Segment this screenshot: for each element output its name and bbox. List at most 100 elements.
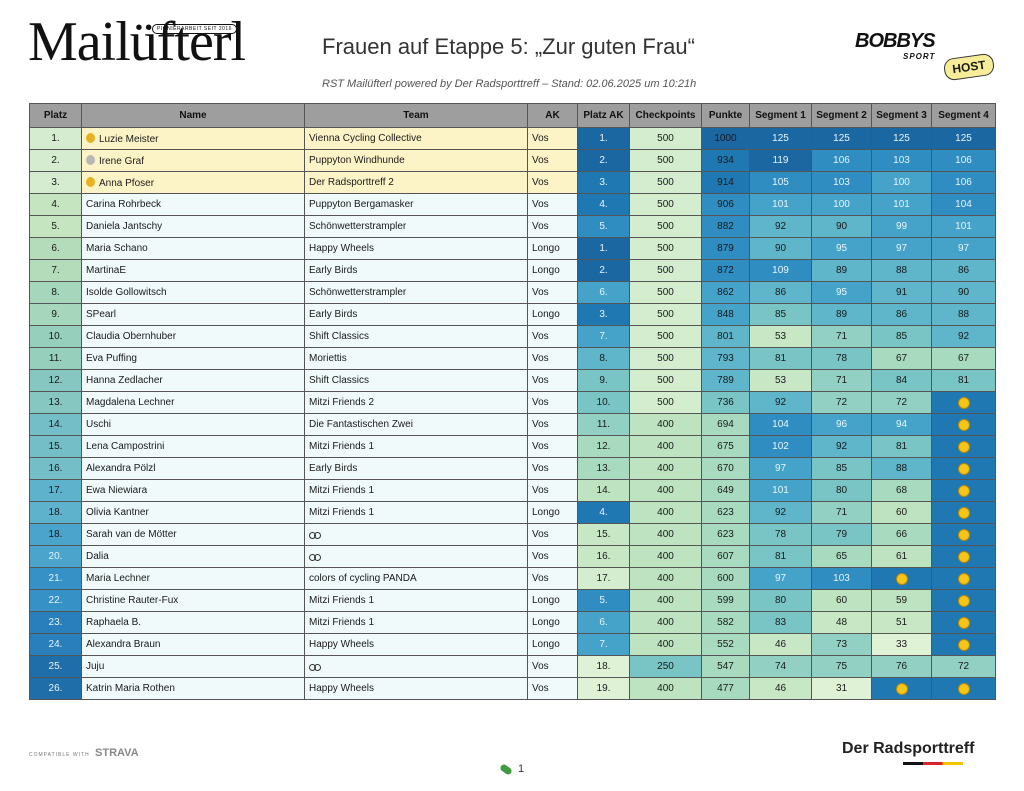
segment-value: 72 [895,397,908,408]
cell-checkpoints: 500 [629,259,702,282]
cell-platz: 20. [29,545,82,568]
team-value: Mitzi Friends 2 [309,397,375,408]
rider-name: Ewa Niewiara [86,485,148,496]
cell-punkte: 789 [701,369,750,392]
cell-checkpoints: 500 [629,149,702,172]
cell-platz: 16. [29,457,82,480]
cell-name: Olivia Kantner [81,501,305,524]
segment-value: 90 [835,221,848,232]
table-row: 8. Isolde Gollowitsch Schönwetterstrampler… [29,281,996,304]
punkte-value: 600 [717,573,734,584]
punkte-value: 582 [717,617,734,628]
segment-value: 106 [833,155,850,166]
cell-platz: 10. [29,325,82,348]
checkpoints-value: 500 [657,397,674,408]
cell-segment-2: 89 [811,303,872,326]
cell-segment-3: 85 [871,325,932,348]
platz-value: 14. [48,419,63,430]
cell-platz-ak: 13. [577,457,630,480]
cell-punkte: 793 [701,347,750,370]
punkte-value: 848 [717,309,734,320]
page-number: 1 [518,763,525,775]
team-value: Happy Wheels [309,639,375,650]
cell-segment-1: 83 [749,611,812,634]
segment-value: 125 [955,133,972,144]
checkpoints-value: 400 [657,419,674,430]
team-value: Puppyton Bergamasker [309,199,414,210]
platz-value: 1. [51,133,60,144]
col-header-ak: AK [527,103,578,128]
cell-segment-1: 109 [749,259,812,282]
ak-value: Vos [532,551,549,562]
cell-platz: 6. [29,237,82,260]
cell-platz: 12. [29,369,82,392]
cell-ak: Vos [527,325,578,348]
ak-value: Longo [532,507,560,518]
cell-ak: Vos [527,215,578,238]
rider-name: Magdalena Lechner [86,397,175,408]
logo-wordmark: Mailüfterl [28,11,246,73]
rider-name: MartinaE [86,265,127,276]
team-value: Der Radsporttreff 2 [309,177,394,188]
segment-value: 106 [955,177,972,188]
segment-value: 76 [895,661,908,672]
rider-name: Eva Puffing [86,353,137,364]
cell-platz-ak: 15. [577,523,630,546]
ak-value: Vos [532,573,549,584]
cell-platz: 21. [29,567,82,590]
cell-checkpoints: 500 [629,237,702,260]
cell-punkte: 552 [701,633,750,656]
cell-segment-3 [871,567,932,590]
ak-value: Vos [532,221,549,232]
cell-ak: Vos [527,193,578,216]
cell-segment-3: 76 [871,655,932,678]
cell-platz: 25. [29,655,82,678]
cell-segment-3: 97 [871,237,932,260]
cell-segment-4 [931,523,996,546]
ak-value: Longo [532,617,560,628]
cell-segment-4 [931,391,996,414]
smiley-icon [957,550,970,563]
cell-segment-2: 89 [811,259,872,282]
segment-value: 86 [957,265,970,276]
ak-value: Vos [532,353,549,364]
segment-value: 91 [895,287,908,298]
cell-name: Irene Graf [81,149,305,172]
segment-value: 60 [895,507,908,518]
cell-segment-4 [931,611,996,634]
punkte-value: 623 [717,529,734,540]
segment-value: 72 [835,397,848,408]
cell-segment-3: 88 [871,259,932,282]
cell-checkpoints: 500 [629,127,702,150]
table-row: 22. Christine Rauter-Fux Mitzi Friends 1 Lo… [29,589,996,612]
segment-value: 80 [835,485,848,496]
cell-segment-2: 60 [811,589,872,612]
ak-value: Vos [532,419,549,430]
ak-value: Vos [532,375,549,386]
cell-team: Schönwetterstrampler [304,215,528,238]
platz-value: 18. [48,507,63,518]
cell-platz-ak: 18. [577,655,630,678]
cell-team: Happy Wheels [304,237,528,260]
cell-segment-4: 104 [931,193,996,216]
segment-value: 53 [774,375,787,386]
platz-ak-value: 7. [599,331,608,342]
team-value: Shift Classics [309,331,370,342]
rider-name: Juju [86,661,105,672]
segment-value: 106 [955,155,972,166]
checkpoints-value: 500 [657,199,674,210]
segment-value: 51 [895,617,908,628]
segment-value: 86 [895,309,908,320]
cell-team: colors of cycling PANDA [304,567,528,590]
checkpoints-value: 500 [657,331,674,342]
cell-name: Uschi [81,413,305,436]
checkpoints-value: 400 [657,507,674,518]
table-row: 9. SPearl Early Birds Longo 3. 500 848 85 89 86 88 [29,303,996,326]
segment-value: 46 [774,639,787,650]
cell-name: Hanna Zedlacher [81,369,305,392]
page-subtitle: RST Mailüfterl powered by Der Radsporttr… [322,78,697,90]
cell-segment-2: 48 [811,611,872,634]
punkte-value: 477 [717,683,734,694]
cell-segment-1: 104 [749,413,812,436]
cell-name: SPearl [81,303,305,326]
